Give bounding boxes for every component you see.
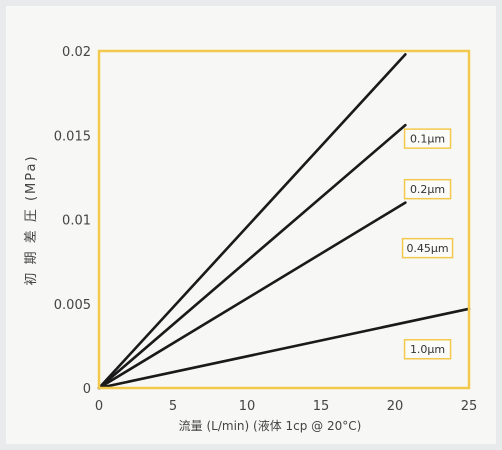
series-labels: 0.1μm 0.2μm 0.45μm 1.0μm <box>401 128 454 360</box>
series-label-text: 0.1μm <box>410 133 445 146</box>
y-tick-label: 0.01 <box>62 214 91 229</box>
x-tick-label: 15 <box>313 399 330 414</box>
x-axis-label: 流量 (L/min) (液体 1cp @ 20°C) <box>179 418 362 433</box>
x-tick-label: 25 <box>461 399 478 414</box>
y-tick-label: 0.015 <box>54 129 91 144</box>
y-tick-label: 0.005 <box>54 298 91 313</box>
series-line <box>97 201 407 390</box>
y-tick-label: 0 <box>83 382 91 397</box>
series-label-text: 1.0μm <box>410 343 445 356</box>
y-axis-label: 初 期 差 圧 (MPa) <box>24 154 39 285</box>
pressure-flow-chart: 0 0.005 0.01 0.015 0.02 0 5 10 15 20 25 0.1μm 0.2μ… <box>24 45 477 433</box>
series-lines <box>97 53 471 390</box>
chart-sheet: 0 0.005 0.01 0.015 0.02 0 5 10 15 20 25 0.1μm 0.2μ… <box>6 6 496 444</box>
series-label: 0.1μm <box>403 128 452 149</box>
series-label-text: 0.45μm <box>406 242 448 255</box>
x-tick-label: 20 <box>387 399 404 414</box>
x-tick-label: 0 <box>95 399 103 414</box>
series-line <box>97 53 407 390</box>
series-label-box <box>401 237 454 259</box>
series-label-text: 0.2μm <box>410 183 445 196</box>
series-label: 0.2μm <box>403 178 452 200</box>
series-line <box>97 123 407 390</box>
plot-frame <box>97 49 471 390</box>
series-label-box <box>403 178 452 200</box>
y-tick-labels: 0 0.005 0.01 0.015 0.02 <box>54 45 91 397</box>
series-line <box>97 307 471 390</box>
x-tick-label: 5 <box>169 399 177 414</box>
series-label: 0.45μm <box>401 237 454 259</box>
series-label-box <box>403 128 452 149</box>
x-tick-label: 10 <box>239 399 256 414</box>
series-label: 1.0μm <box>403 338 452 360</box>
x-tick-labels: 0 5 10 15 20 25 <box>95 399 477 414</box>
y-tick-label: 0.02 <box>62 45 91 60</box>
series-label-box <box>403 338 452 360</box>
